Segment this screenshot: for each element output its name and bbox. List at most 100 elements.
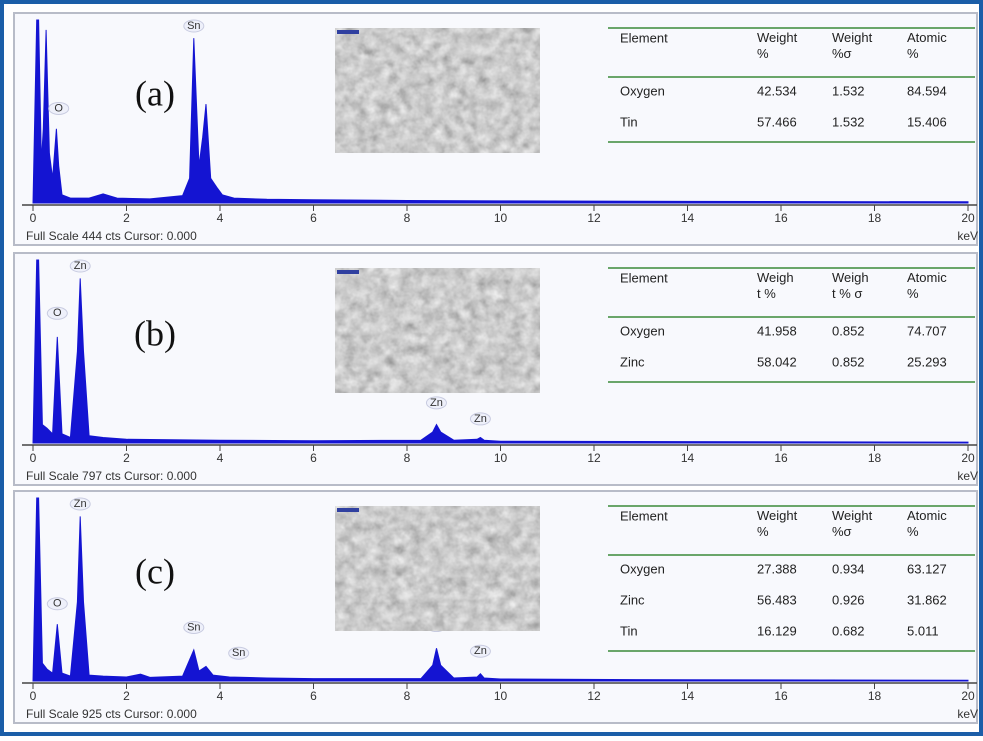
table-cell: 5.011 [907, 623, 939, 638]
x-tick-label: 18 [868, 689, 882, 703]
peak-label: Zn [74, 498, 87, 510]
header-line: Atomic [907, 508, 947, 523]
header-line: %σ [832, 524, 852, 539]
x-tick-label: 2 [123, 451, 130, 465]
peak-label: Sn [232, 647, 245, 659]
x-tick-label: 0 [30, 211, 37, 225]
x-tick-label: 8 [404, 689, 411, 703]
table-cell: 0.934 [832, 561, 865, 576]
table-cell: Tin [620, 623, 638, 638]
footer: Full Scale 925 cts Cursor: 0.000 [26, 707, 197, 721]
x-tick-label: 14 [681, 211, 695, 225]
table-cell: Oxygen [620, 83, 665, 98]
table-cell: 31.862 [907, 592, 947, 607]
peak-label: Zn [74, 260, 87, 272]
table-header: Element [620, 270, 668, 285]
table-cell: 0.926 [832, 592, 865, 607]
footer: Full Scale 797 cts Cursor: 0.000 [26, 469, 197, 483]
sem-tag [337, 270, 359, 274]
peak-label: Sn [187, 20, 200, 32]
x-tick-label: 14 [681, 451, 695, 465]
table-cell: 42.534 [757, 83, 797, 98]
header-line: Weight [757, 30, 798, 45]
table-cell: 74.707 [907, 323, 947, 338]
x-axis-label: keV [957, 229, 978, 243]
header-line: % [907, 524, 919, 539]
header-line: Weight [832, 508, 873, 523]
x-tick-label: 8 [404, 451, 411, 465]
sem-tag [337, 30, 359, 34]
table-cell: 1.532 [832, 83, 865, 98]
sem-image [335, 268, 540, 393]
x-tick-label: 10 [494, 211, 508, 225]
x-tick-label: 18 [868, 211, 882, 225]
x-tick-label: 4 [217, 689, 224, 703]
x-tick-label: 4 [217, 211, 224, 225]
x-tick-label: 4 [217, 451, 224, 465]
header-line: t % σ [832, 286, 862, 301]
header-line: Weigh [832, 270, 869, 285]
page: {"chart_data": [ {"type": "area", "label… [0, 0, 983, 741]
x-tick-label: 6 [310, 451, 317, 465]
x-tick-label: 0 [30, 451, 37, 465]
table-header: Element [620, 508, 668, 523]
table-header: Element [620, 30, 668, 45]
x-tick-label: 8 [404, 211, 411, 225]
peak-label: O [53, 307, 62, 319]
table-cell: Zinc [620, 592, 645, 607]
x-tick-label: 10 [494, 451, 508, 465]
table-cell: 63.127 [907, 561, 947, 576]
x-axis-label: keV [957, 469, 978, 483]
header-line: % [757, 46, 769, 61]
table-cell: 0.852 [832, 323, 865, 338]
table-cell: 16.129 [757, 623, 797, 638]
panel-label: (b) [134, 313, 176, 353]
header-line: Weigh [757, 270, 794, 285]
header-line: % [907, 286, 919, 301]
header-line: t % [757, 286, 776, 301]
table-cell: 27.388 [757, 561, 797, 576]
table-cell: Zinc [620, 354, 645, 369]
peak-label: Zn [474, 645, 487, 657]
table-cell: 41.958 [757, 323, 797, 338]
table-cell: 1.532 [832, 114, 865, 129]
panel-label: (a) [135, 73, 175, 113]
header-line: Atomic [907, 30, 947, 45]
table-cell: 25.293 [907, 354, 947, 369]
x-tick-label: 20 [961, 211, 975, 225]
table-cell: Tin [620, 114, 638, 129]
header-line: %σ [832, 46, 852, 61]
x-tick-label: 12 [587, 689, 601, 703]
x-tick-label: 14 [681, 689, 695, 703]
x-tick-label: 6 [310, 211, 317, 225]
x-tick-label: 16 [774, 451, 788, 465]
table-cell: 0.682 [832, 623, 865, 638]
x-tick-label: 2 [123, 211, 130, 225]
x-tick-label: 10 [494, 689, 508, 703]
table-cell: 58.042 [757, 354, 797, 369]
table-cell: 56.483 [757, 592, 797, 607]
peak-label: Sn [187, 621, 200, 633]
sem-image [335, 28, 540, 153]
header-line: % [757, 524, 769, 539]
panel-label: (c) [135, 551, 175, 591]
x-tick-label: 20 [961, 689, 975, 703]
header-line: Weight [832, 30, 873, 45]
x-tick-label: 12 [587, 451, 601, 465]
x-tick-label: 2 [123, 689, 130, 703]
table-cell: 15.406 [907, 114, 947, 129]
header-line: % [907, 46, 919, 61]
figure: 02468101214161820SnOkeVFull Scale 444 ct… [0, 0, 983, 736]
peak-label: Zn [430, 397, 443, 409]
table-cell: 84.594 [907, 83, 947, 98]
footer: Full Scale 444 cts Cursor: 0.000 [26, 229, 197, 243]
table-cell: Oxygen [620, 323, 665, 338]
x-tick-label: 16 [774, 689, 788, 703]
x-tick-label: 20 [961, 451, 975, 465]
peak-label: Zn [474, 413, 487, 425]
table-cell: 0.852 [832, 354, 865, 369]
x-tick-label: 0 [30, 689, 37, 703]
peak-label: O [53, 598, 62, 610]
table-cell: 57.466 [757, 114, 797, 129]
header-line: Weight [757, 508, 798, 523]
